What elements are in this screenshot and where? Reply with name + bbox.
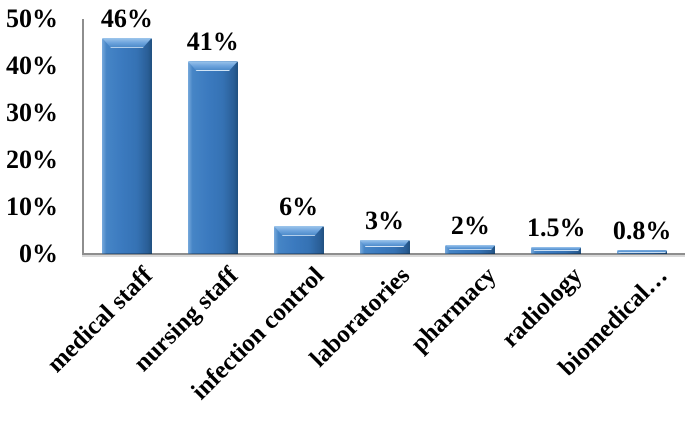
bar (101, 37, 152, 254)
bar (273, 225, 324, 254)
x-axis-category-label: radiology (496, 262, 588, 353)
bar (359, 239, 410, 254)
bar-bevel-top (617, 250, 667, 253)
bar-value-label: 2% (450, 210, 490, 240)
bar-value-label: 3% (365, 205, 404, 235)
y-axis-tick-label: 30% (6, 98, 58, 127)
bar-value-label: 6% (279, 191, 319, 221)
bar (617, 250, 668, 254)
y-axis-tick-label: 20% (6, 145, 58, 174)
bar-value-label: 0.8% (612, 216, 672, 246)
bar-value-label: 46% (100, 3, 153, 33)
y-axis-tick-label: 10% (6, 192, 58, 221)
y-axis-tick-label: 40% (6, 51, 58, 80)
bar (187, 61, 238, 254)
bar-bevel-top (102, 38, 152, 48)
bar-value-label: 1.5% (526, 212, 586, 242)
bar (531, 246, 582, 254)
bar (445, 244, 496, 254)
y-axis-tick-label: 0% (19, 239, 58, 268)
bar-value-label: 41% (186, 27, 239, 57)
x-axis-line (82, 253, 685, 255)
y-axis-line (82, 19, 84, 255)
bar-bevel-top (274, 226, 324, 236)
x-axis-category-label: pharmacy (405, 262, 502, 358)
bar-bevel-top (360, 240, 410, 247)
bar-bevel-top (531, 247, 581, 251)
bar-bevel-top (445, 245, 495, 250)
y-axis-tick-label: 50% (6, 4, 58, 33)
bar-bevel-top (188, 61, 238, 71)
